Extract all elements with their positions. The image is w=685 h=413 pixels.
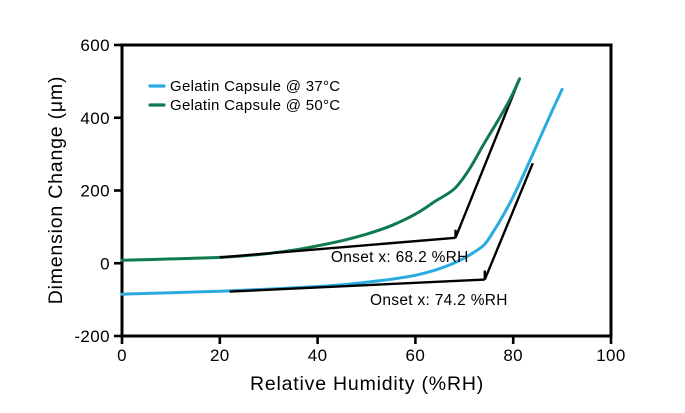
x-tick-label: 100 xyxy=(596,346,626,365)
axis-tick-labels: 0 20 40 60 80 100 -200 0 200 400 600 xyxy=(74,36,625,365)
y-tick-label: 400 xyxy=(80,109,110,128)
onset-baseline-lines xyxy=(219,229,486,293)
onset-label-37c: Onset x: 74.2 %RH xyxy=(370,292,508,309)
onset-baseline-line xyxy=(229,278,485,293)
onset-label-50c: Onset x: 68.2 %RH xyxy=(331,249,469,266)
onset-annotations: Onset x: 68.2 %RH Onset x: 74.2 %RH xyxy=(331,249,508,309)
legend: Gelatin Capsule @ 37°C Gelatin Capsule @… xyxy=(148,78,340,114)
x-tick-label: 60 xyxy=(406,346,426,365)
legend-label-50c: Gelatin Capsule @ 50°C xyxy=(170,97,340,114)
y-axis-title: Dimension Change (μm) xyxy=(45,76,67,305)
x-tick-label: 80 xyxy=(503,346,523,365)
axis-ticks xyxy=(114,43,613,344)
x-tick-label: 40 xyxy=(308,346,328,365)
legend-label-37c: Gelatin Capsule @ 37°C xyxy=(170,78,340,95)
onset-tangent-lines xyxy=(454,78,534,281)
y-tick-label: -200 xyxy=(74,327,110,346)
y-tick-label: 600 xyxy=(80,36,110,55)
y-tick-label: 0 xyxy=(100,254,110,273)
x-tick-label: 0 xyxy=(117,346,127,365)
x-tick-label: 20 xyxy=(210,346,230,365)
y-tick-label: 200 xyxy=(80,182,110,201)
onset-tangent-line xyxy=(454,78,521,239)
x-axis-title: Relative Humidity (%RH) xyxy=(250,373,484,395)
onset-baseline-line xyxy=(219,236,456,259)
onset-tangent-line xyxy=(483,162,534,281)
